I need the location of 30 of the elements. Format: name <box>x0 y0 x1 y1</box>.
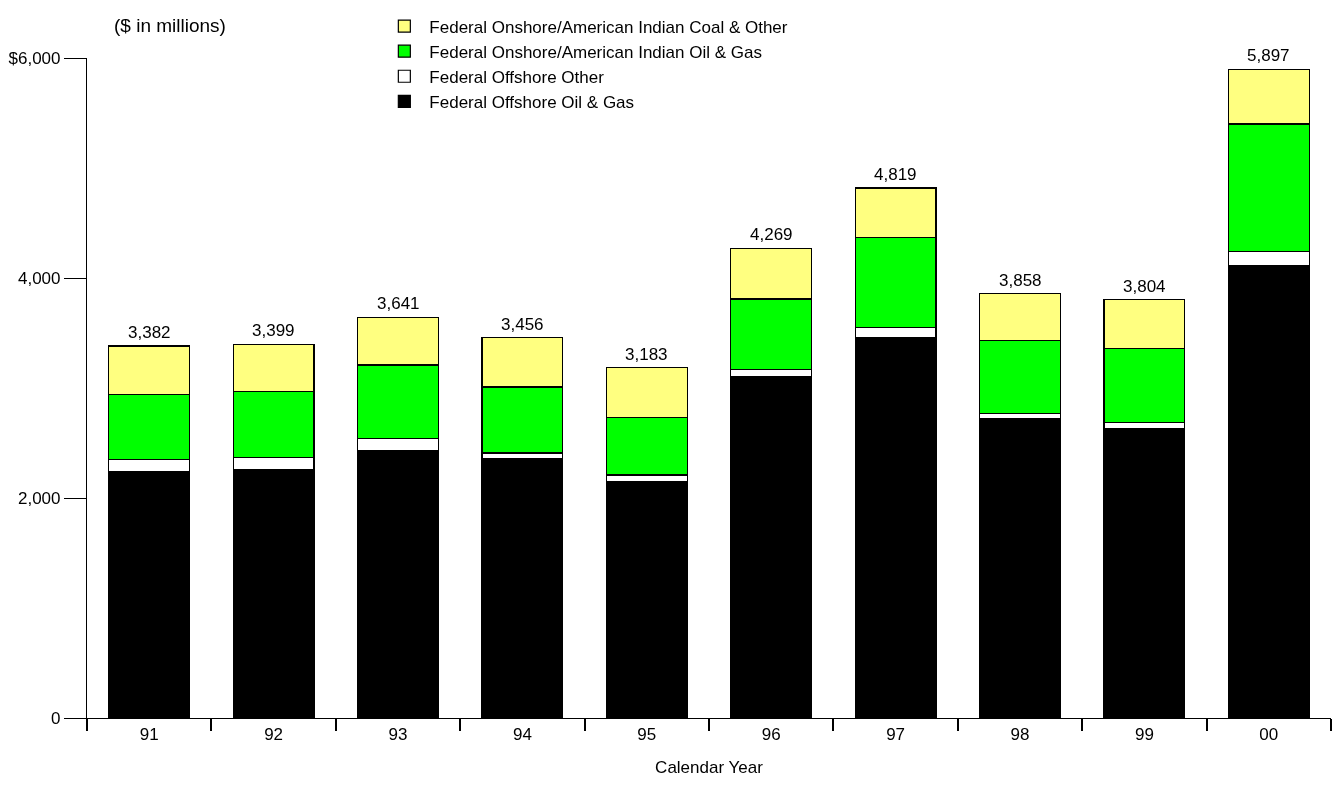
x-tick-label: 94 <box>512 724 532 744</box>
total-label: 4,819 <box>874 165 917 184</box>
legend-label: Federal Offshore Other <box>429 67 605 87</box>
x-tick-label: 98 <box>1010 724 1030 744</box>
x-tick-label: 91 <box>139 724 159 744</box>
total-label: 3,641 <box>377 294 420 313</box>
x-tick-label: 96 <box>761 724 781 744</box>
total-label: 3,382 <box>128 323 171 342</box>
x-axis-title: Calendar Year <box>655 757 764 777</box>
legend-label: Federal Onshore/American Indian Coal & Other <box>429 17 788 37</box>
x-tick-label: 92 <box>264 724 284 744</box>
total-label: 5,897 <box>1247 46 1290 65</box>
y-tick-label: $6,000 <box>8 48 61 68</box>
total-label: 3,858 <box>999 271 1042 290</box>
text: ($ in millions) <box>114 15 226 36</box>
x-tick-label: 93 <box>388 724 408 744</box>
total-label: 3,804 <box>1123 277 1166 296</box>
total-label: 3,183 <box>625 345 668 364</box>
legend-label: Federal Offshore Oil & Gas <box>429 92 635 112</box>
y-tick-label: 4,000 <box>17 268 61 288</box>
x-tick-label: 97 <box>886 724 906 744</box>
legend-label: Federal Onshore/American Indian Oil & Gas <box>429 42 762 62</box>
total-label: 3,399 <box>252 321 295 340</box>
x-tick-label: 95 <box>637 724 657 744</box>
x-tick-label: 00 <box>1259 724 1279 744</box>
total-label: 4,269 <box>750 225 793 244</box>
x-tick-label: 99 <box>1134 724 1154 744</box>
total-label: 3,456 <box>501 315 544 334</box>
y-tick-label: 2,000 <box>17 488 61 508</box>
y-tick-label: 0 <box>51 708 61 728</box>
